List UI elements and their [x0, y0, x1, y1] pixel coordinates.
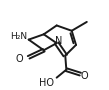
Text: O: O — [15, 54, 23, 64]
Text: H₂N: H₂N — [10, 32, 27, 41]
Text: HO: HO — [39, 78, 54, 88]
Text: O: O — [81, 71, 88, 81]
Text: N: N — [55, 36, 62, 46]
